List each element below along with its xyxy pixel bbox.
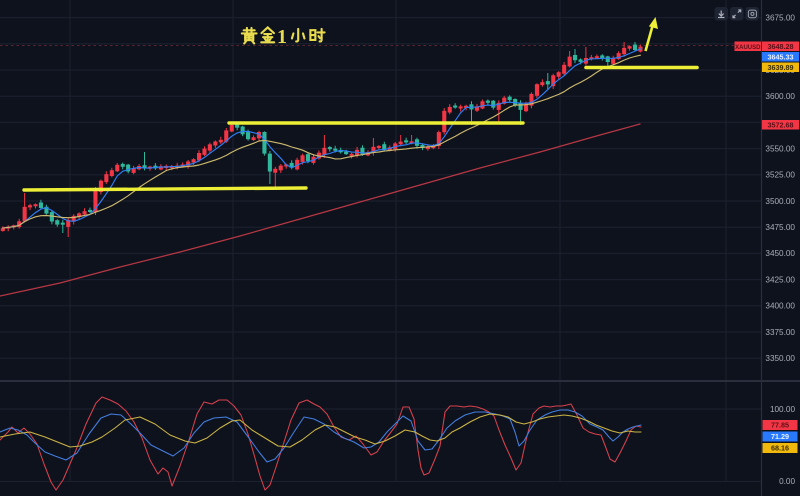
- svg-text:3550.00: 3550.00: [765, 144, 795, 153]
- svg-text:3600.00: 3600.00: [765, 92, 795, 101]
- svg-text:3639.89: 3639.89: [768, 63, 794, 72]
- svg-text:3350.00: 3350.00: [765, 354, 795, 363]
- svg-text:100.00: 100.00: [770, 405, 795, 414]
- svg-text:3525.00: 3525.00: [765, 171, 795, 180]
- svg-text:3648.28: 3648.28: [768, 42, 794, 51]
- svg-text:77.85: 77.85: [771, 421, 789, 430]
- svg-text:XAUUSD: XAUUSD: [735, 45, 761, 51]
- svg-text:3425.00: 3425.00: [765, 275, 795, 284]
- svg-text:3675.00: 3675.00: [765, 13, 795, 22]
- svg-text:3475.00: 3475.00: [765, 223, 795, 232]
- svg-text:3645.33: 3645.33: [768, 53, 794, 62]
- svg-text:1: 1: [277, 26, 287, 48]
- svg-text:71.29: 71.29: [771, 432, 789, 441]
- svg-text:3400.00: 3400.00: [765, 302, 795, 311]
- svg-text:3375.00: 3375.00: [765, 328, 795, 337]
- svg-text:0.00: 0.00: [779, 477, 795, 486]
- svg-text:3450.00: 3450.00: [765, 249, 795, 258]
- svg-text:68.16: 68.16: [771, 444, 789, 453]
- svg-text:3572.68: 3572.68: [768, 121, 794, 130]
- svg-text:3500.00: 3500.00: [765, 197, 795, 206]
